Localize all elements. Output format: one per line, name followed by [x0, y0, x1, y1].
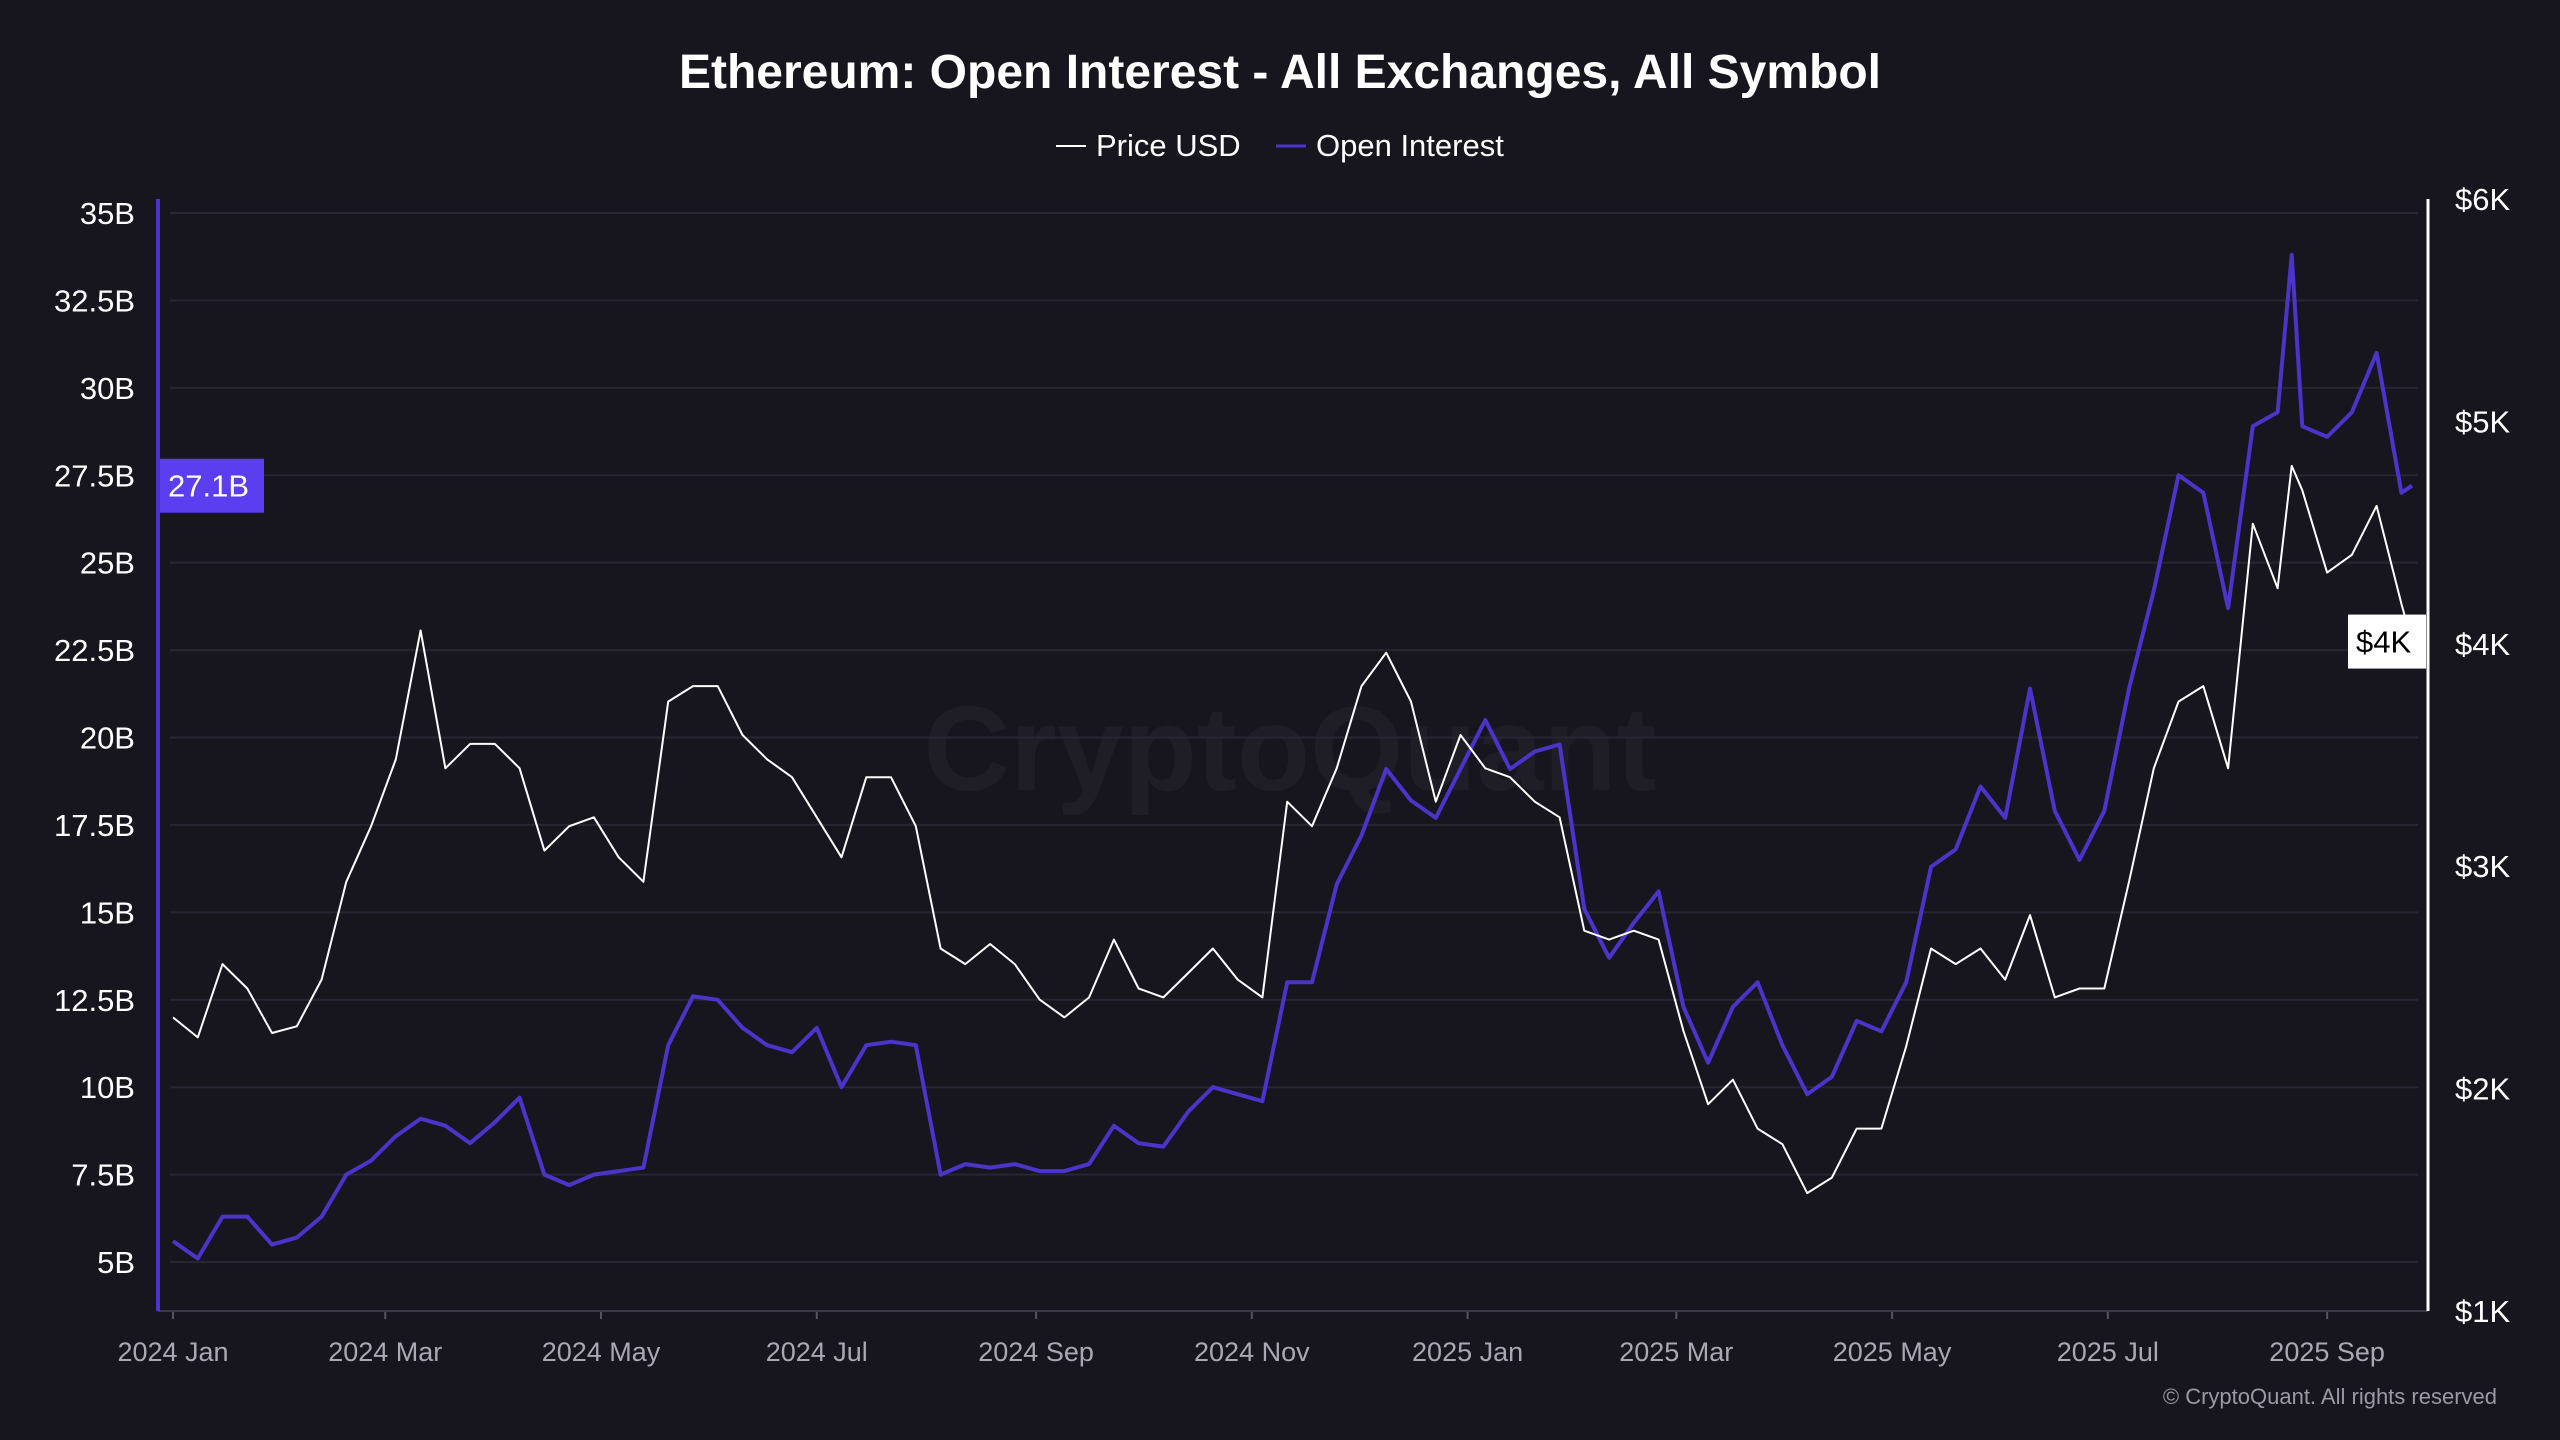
legend: Price USD Open Interest — [1056, 128, 1504, 163]
series-price-line[interactable] — [172, 464, 2413, 1195]
x-axis-tick-label: 2025 Sep — [2269, 1337, 2385, 1367]
x-axis-tick-label: 2024 Jan — [117, 1337, 228, 1367]
price-current-value: $4K — [2356, 625, 2411, 660]
open-interest-current-value: 27.1B — [168, 469, 249, 504]
left-axis-tick-label: 35B — [80, 196, 135, 231]
left-axis-tick-label: 22.5B — [54, 633, 135, 668]
left-axis-tick-label: 17.5B — [54, 808, 135, 843]
left-axis-tick-label: 20B — [80, 721, 135, 756]
legend-item-price[interactable]: Price USD — [1056, 128, 1241, 163]
price-current-badge — [2348, 614, 2426, 669]
right-axis-tick-label: $3K — [2455, 849, 2510, 884]
left-axis-tick-label: 30B — [80, 371, 135, 406]
gridlines — [170, 211, 2418, 1264]
left-axis-tick-label: 25B — [80, 546, 135, 581]
x-axis-tick-label: 2024 Jul — [766, 1337, 868, 1367]
legend-price-label: Price USD — [1096, 128, 1241, 163]
x-axis-tick-label: 2024 Sep — [978, 1337, 1094, 1367]
right-axis-tick-label: $6K — [2455, 182, 2510, 217]
x-axis-tick-label: 2025 Jan — [1412, 1337, 1523, 1367]
left-axis-tick-label: 12.5B — [54, 983, 135, 1018]
series-open-interest-line[interactable] — [171, 252, 2414, 1261]
right-axis-tick-label: $2K — [2455, 1072, 2510, 1107]
open-interest-current-badge — [160, 458, 264, 513]
x-axis-tick-label: 2024 Nov — [1194, 1337, 1310, 1367]
left-axis-tick-label: 10B — [80, 1070, 135, 1105]
series-lines — [171, 252, 2414, 1261]
left-axis-tick-label: 15B — [80, 895, 135, 930]
left-axis-tick-label: 27.5B — [54, 458, 135, 493]
left-axis-tick-label: 7.5B — [71, 1158, 135, 1193]
x-axis-tick-label: 2024 May — [542, 1337, 661, 1367]
x-axis-tick-label: 2025 May — [1833, 1337, 1952, 1367]
copyright: © CryptoQuant. All rights reserved — [2163, 1384, 2497, 1409]
x-axis-tick-label: 2024 Mar — [328, 1337, 442, 1367]
left-axis-tick-label: 5B — [97, 1245, 135, 1280]
left-axis-tick-label: 32.5B — [54, 283, 135, 318]
x-axis-tick-label: 2025 Jul — [2057, 1337, 2159, 1367]
legend-oi-label: Open Interest — [1316, 128, 1504, 163]
x-axis-tick-label: 2025 Mar — [1619, 1337, 1733, 1367]
chart-title: Ethereum: Open Interest - All Exchanges,… — [679, 46, 1881, 99]
axes: 5B 7.5B 10B 12.5B 15B 17.5B 20B 22.5B 25B 27.5B 30… — [54, 182, 2510, 1367]
right-axis-tick-label: $5K — [2455, 404, 2510, 439]
legend-item-open-interest[interactable]: Open Interest — [1276, 128, 1504, 163]
right-axis-tick-label: $1K — [2455, 1294, 2510, 1329]
right-axis-tick-label: $4K — [2455, 627, 2510, 662]
